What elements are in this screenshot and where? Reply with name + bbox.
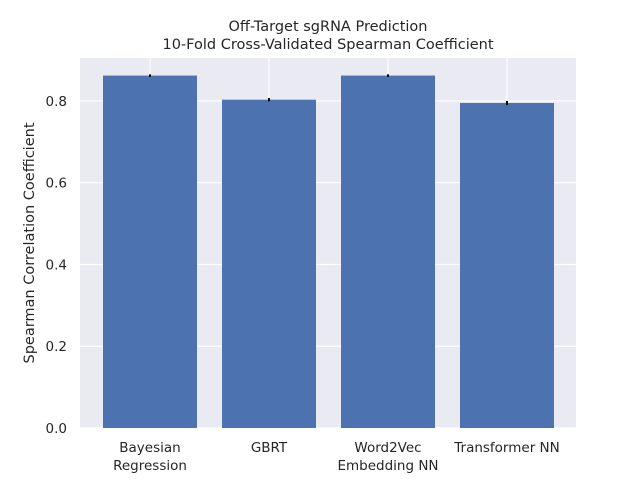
- y-tick-label: 0.2: [46, 339, 67, 355]
- bar: [460, 102, 554, 428]
- x-tick-label: Bayesian: [119, 440, 180, 456]
- y-tick-label: 0.4: [46, 257, 67, 273]
- y-tick-labels: 0.0 0.2 0.4 0.6 0.8: [46, 94, 67, 437]
- x-tick-label: Regression: [113, 458, 187, 474]
- x-tick-label: Embedding NN: [337, 458, 438, 474]
- chart-subtitle: 10-Fold Cross-Validated Spearman Coeffic…: [162, 37, 493, 53]
- y-tick-label: 0.0: [46, 421, 67, 437]
- y-tick-label: 0.6: [46, 176, 67, 192]
- x-tick-label: GBRT: [251, 440, 288, 456]
- bar: [341, 75, 435, 428]
- x-tick-labels: Bayesian Regression GBRT Word2Vec Embedding …: [113, 440, 560, 474]
- chart-title: Off-Target sgRNA Prediction: [228, 19, 427, 35]
- y-tick-label: 0.8: [46, 94, 67, 110]
- bar: [222, 99, 316, 428]
- bar: [103, 75, 197, 428]
- y-axis-label: Spearman Correlation Coefficient: [22, 122, 38, 363]
- bars: [103, 75, 554, 428]
- x-tick-label: Word2Vec: [354, 440, 421, 456]
- error-bars: [149, 74, 508, 106]
- x-tick-label: Transformer NN: [453, 440, 560, 456]
